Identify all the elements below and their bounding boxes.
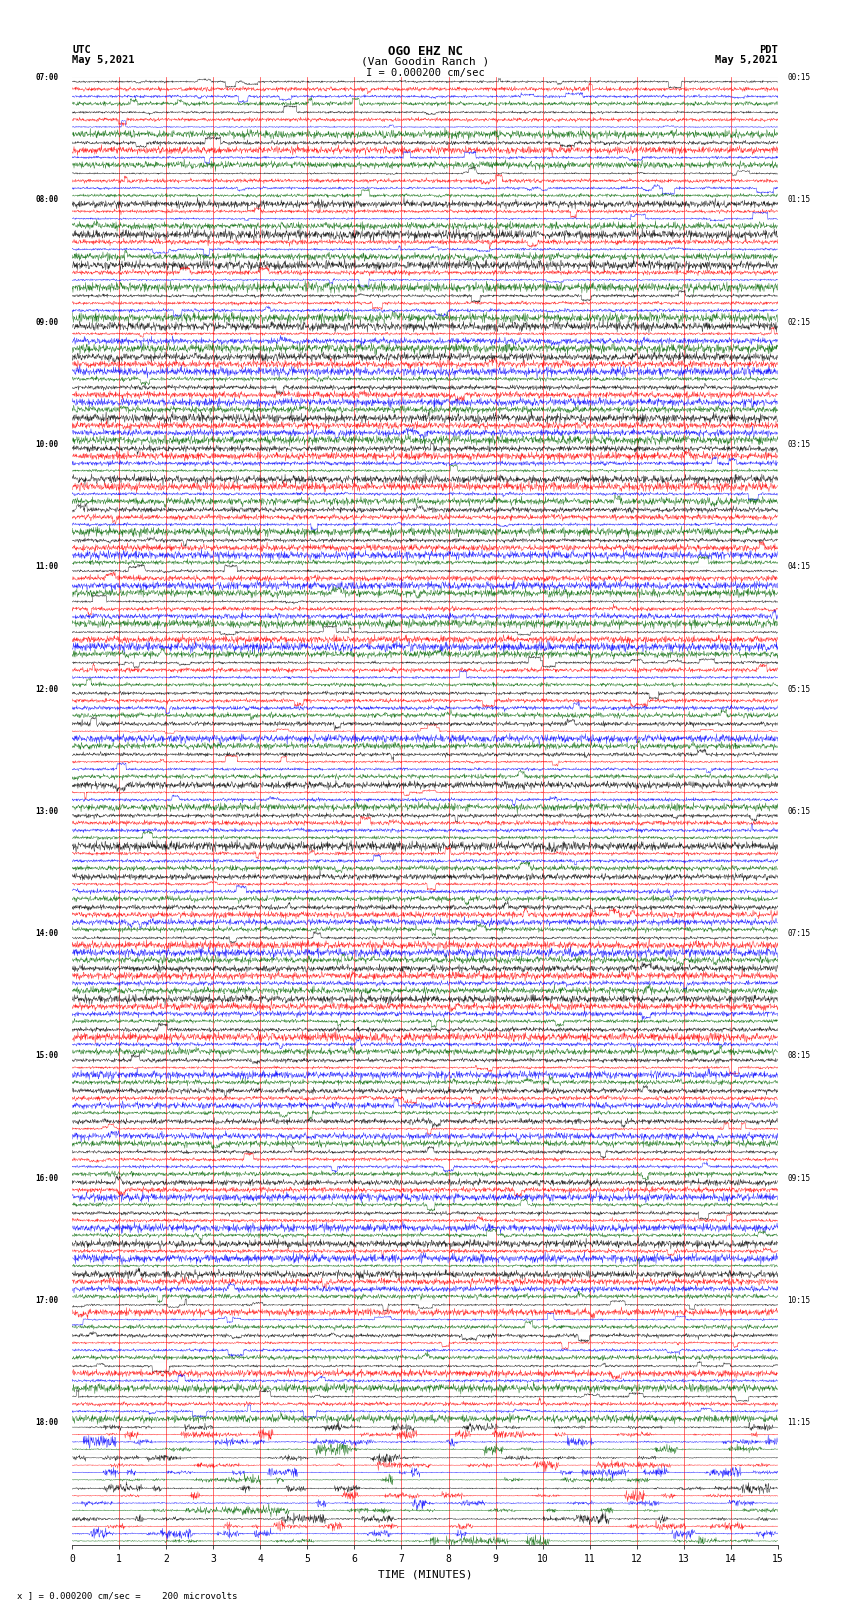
Text: 07:00: 07:00 (35, 73, 58, 82)
Text: May 5,2021: May 5,2021 (715, 55, 778, 65)
Text: OGO EHZ NC: OGO EHZ NC (388, 45, 462, 58)
Text: 14:00: 14:00 (35, 929, 58, 939)
Text: (Van Goodin Ranch ): (Van Goodin Ranch ) (361, 56, 489, 66)
Text: 18:00: 18:00 (35, 1418, 58, 1428)
Text: 12:00: 12:00 (35, 684, 58, 694)
Text: 16:00: 16:00 (35, 1174, 58, 1182)
Text: 03:15: 03:15 (787, 440, 810, 448)
Text: 10:00: 10:00 (35, 440, 58, 448)
Text: 17:00: 17:00 (35, 1297, 58, 1305)
Text: 07:15: 07:15 (787, 929, 810, 939)
Text: PDT: PDT (759, 45, 778, 55)
Text: 01:15: 01:15 (787, 195, 810, 205)
Text: 05:15: 05:15 (787, 684, 810, 694)
Text: 09:00: 09:00 (35, 318, 58, 326)
X-axis label: TIME (MINUTES): TIME (MINUTES) (377, 1569, 473, 1579)
Text: 15:00: 15:00 (35, 1052, 58, 1060)
Text: May 5,2021: May 5,2021 (72, 55, 135, 65)
Text: 04:15: 04:15 (787, 563, 810, 571)
Text: 02:15: 02:15 (787, 318, 810, 326)
Text: 08:00: 08:00 (35, 195, 58, 205)
Text: x ] = 0.000200 cm/sec =    200 microvolts: x ] = 0.000200 cm/sec = 200 microvolts (17, 1590, 237, 1600)
Text: 06:15: 06:15 (787, 806, 810, 816)
Text: UTC: UTC (72, 45, 91, 55)
Text: 09:15: 09:15 (787, 1174, 810, 1182)
Text: 00:15: 00:15 (787, 73, 810, 82)
Text: 08:15: 08:15 (787, 1052, 810, 1060)
Text: 11:00: 11:00 (35, 563, 58, 571)
Text: 10:15: 10:15 (787, 1297, 810, 1305)
Text: 11:15: 11:15 (787, 1418, 810, 1428)
Text: 13:00: 13:00 (35, 806, 58, 816)
Text: I = 0.000200 cm/sec: I = 0.000200 cm/sec (366, 68, 484, 77)
